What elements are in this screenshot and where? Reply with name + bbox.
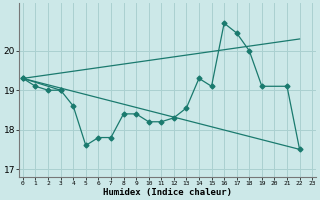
X-axis label: Humidex (Indice chaleur): Humidex (Indice chaleur) (103, 188, 232, 197)
